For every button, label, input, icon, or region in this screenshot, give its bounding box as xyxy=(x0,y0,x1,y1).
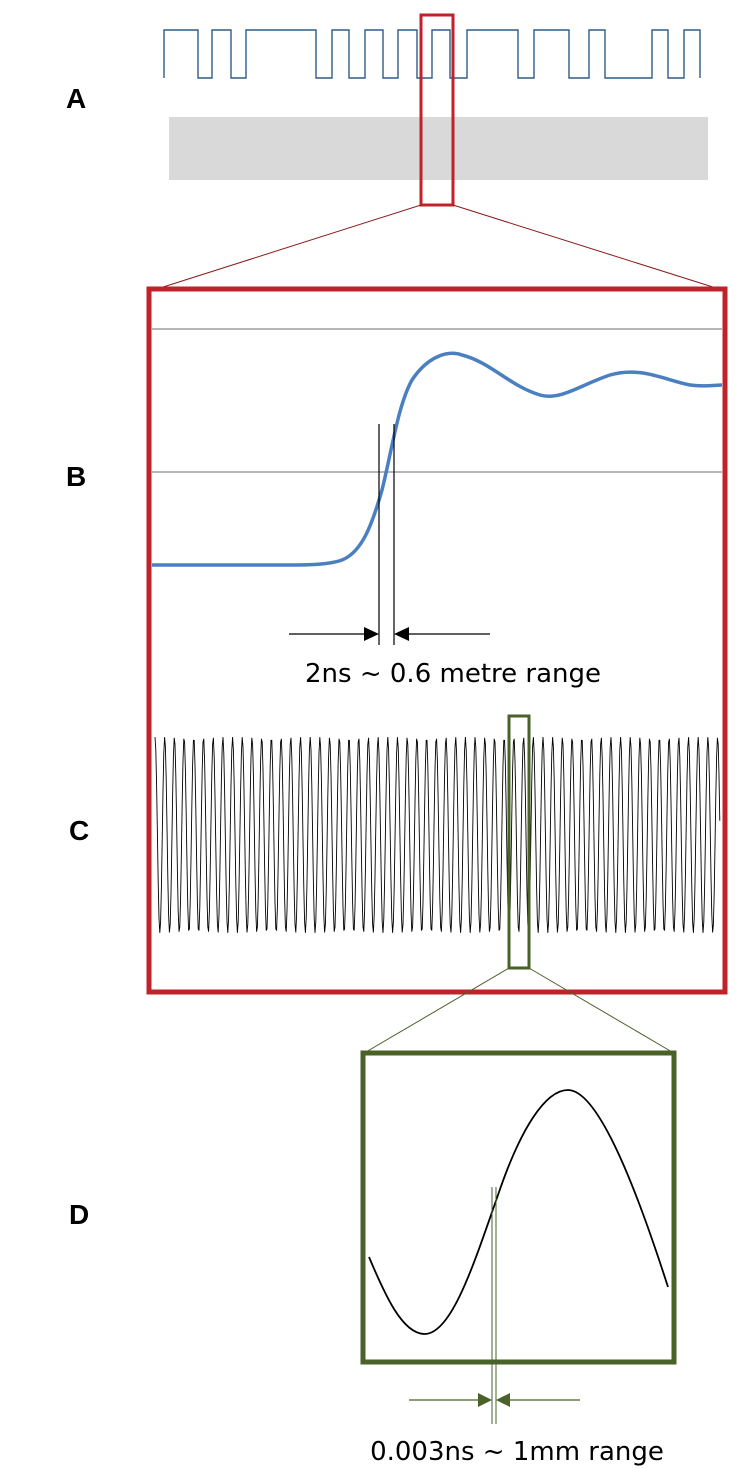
panel-label-c: C xyxy=(69,815,89,846)
measure-arrowhead-d-right-pointing-icon xyxy=(478,1393,492,1407)
panel-label-a: A xyxy=(66,83,86,114)
zoom-connector-right xyxy=(452,204,717,289)
caption-b: 2ns ~ 0.6 metre range xyxy=(305,659,601,689)
zoom-connector-left xyxy=(159,204,422,289)
shaded-band xyxy=(169,117,708,180)
panel-label-d: D xyxy=(69,1199,89,1230)
measure-arrowhead-left-pointing-icon xyxy=(394,627,409,641)
zoom-frame-d xyxy=(360,1050,677,1365)
caption-d: 0.003ns ~ 1mm range xyxy=(370,1437,664,1467)
step-response-curve xyxy=(152,351,723,567)
zoom-window-c xyxy=(507,714,531,970)
square-wave xyxy=(163,29,701,79)
zoom-frame-b xyxy=(146,286,728,995)
measure-arrowhead-d-left-pointing-icon xyxy=(496,1393,510,1407)
zoom-connector-d-right xyxy=(528,967,673,1053)
measure-arrowhead-right-pointing-icon xyxy=(364,627,379,641)
panel-label-b: B xyxy=(66,461,86,492)
single-cycle-curve xyxy=(368,1089,669,1335)
carrier-waveform xyxy=(154,736,721,933)
zoom-connector-d-left xyxy=(365,967,510,1053)
zoom-window-a xyxy=(419,13,455,207)
